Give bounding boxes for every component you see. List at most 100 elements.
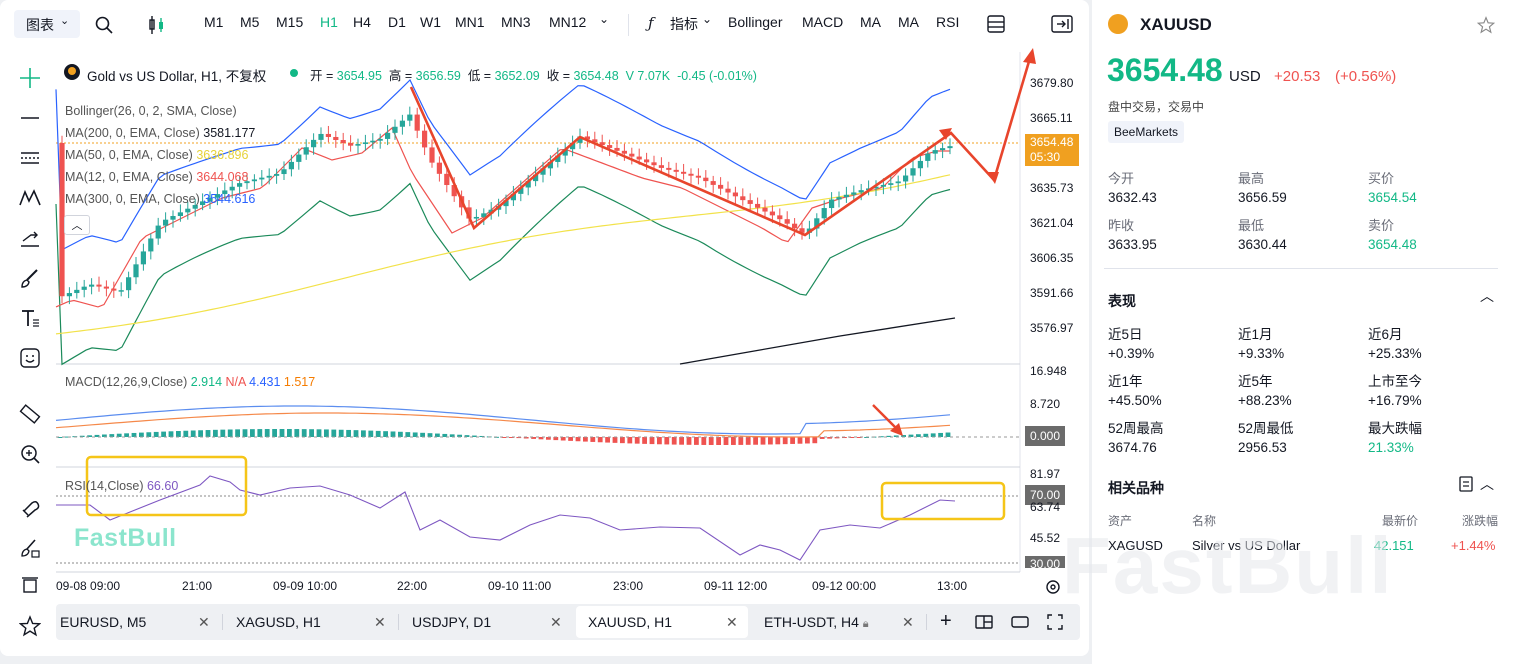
ma300-legend[interactable]: MA(300, 0, EMA, Close) 3544.616	[65, 192, 255, 206]
macd-bar	[812, 437, 818, 444]
related-row[interactable]: XAGUSD Silver vs US Dollar 42.151 +1.44%	[1092, 530, 1518, 560]
add-tab-icon[interactable]: +	[940, 610, 952, 632]
tab-divider	[926, 614, 927, 630]
timeframe-w1[interactable]: W1	[420, 14, 441, 30]
indicators-button[interactable]: 指标	[670, 16, 698, 32]
macd-bar	[553, 437, 559, 441]
indicator-macd-button[interactable]: MACD	[802, 14, 844, 30]
timeframe-m15[interactable]: M15	[276, 14, 304, 30]
ma12-legend[interactable]: MA(12, 0, EMA, Close) 3644.068	[65, 170, 248, 184]
macd-bar	[560, 437, 566, 441]
horizontal-lines-icon[interactable]	[14, 142, 46, 174]
bollinger-legend[interactable]: Bollinger(26, 0, 2, SMA, Close)	[65, 104, 237, 118]
macd-signal-line	[55, 412, 951, 438]
close-icon[interactable]: ✕	[550, 614, 562, 630]
macd-bar	[523, 437, 529, 439]
performance-cell: 52周最低 2956.53	[1238, 417, 1294, 455]
timeframe-d1[interactable]: D1	[388, 14, 406, 30]
related-collapse-icon[interactable]: ︿	[1480, 476, 1494, 492]
macd-bar	[316, 429, 322, 437]
layout-icon[interactable]	[986, 14, 1006, 34]
tab-eurusd[interactable]: EURUSD, M5 ✕	[56, 604, 220, 640]
timeframe-h1[interactable]: H1	[320, 14, 338, 30]
lock-drawings-icon[interactable]	[14, 532, 46, 564]
price-chart[interactable]	[0, 0, 1089, 600]
text-tool-icon[interactable]	[14, 302, 46, 334]
close-icon[interactable]: ✕	[374, 614, 386, 630]
macd-bar	[597, 437, 603, 443]
candles-icon[interactable]	[146, 14, 168, 36]
tab-usdjpy[interactable]: USDJPY, D1 ✕	[408, 604, 572, 640]
chart-panel: 图表 ⌄ M1 M5 M15 H1 H4 D1 W1 MN1 MN3 MN12 …	[0, 0, 1089, 656]
macd-bar	[908, 434, 914, 437]
timeframe-h4[interactable]: H4	[353, 14, 371, 30]
live-status-dot	[290, 69, 298, 77]
indicator-bollinger-button[interactable]: Bollinger	[728, 14, 783, 30]
timeframe-m1[interactable]: M1	[204, 14, 224, 30]
magnet-icon[interactable]	[14, 492, 46, 524]
chart-type-dropdown[interactable]: 图表 ⌄	[14, 10, 80, 38]
crosshair-icon[interactable]	[14, 62, 46, 94]
candle-body	[540, 168, 546, 175]
collapse-legend-button[interactable]: ︿	[64, 215, 90, 235]
projection-icon[interactable]	[14, 222, 46, 254]
fullscreen-icon[interactable]	[1047, 614, 1063, 630]
tab-eth-usdt[interactable]: ETH-USDT, H4 🔒︎ ✕	[756, 604, 920, 640]
document-icon[interactable]	[1458, 476, 1474, 492]
macd-legend[interactable]: MACD(12,26,9,Close) 2.914 N/A 4.431 1.51…	[65, 375, 315, 389]
timeframe-more-icon[interactable]: ⌄	[599, 12, 610, 26]
macd-bar	[945, 432, 951, 437]
candle-body	[629, 153, 635, 157]
rsi-legend[interactable]: RSI(14,Close) 66.60	[65, 479, 178, 493]
search-icon[interactable]	[94, 15, 114, 35]
window-icon[interactable]	[1011, 614, 1029, 630]
candle-body	[222, 190, 228, 195]
rsi-axis-label: 81.97	[1030, 467, 1061, 481]
favorite-star-icon[interactable]	[14, 610, 46, 642]
macd-bar	[664, 437, 670, 445]
zoom-in-icon[interactable]	[14, 438, 46, 470]
macd-bar	[235, 429, 240, 437]
performance-value: +16.79%	[1368, 393, 1422, 408]
annotation-arrowhead	[1023, 48, 1036, 64]
indicator-rsi-button[interactable]: RSI	[936, 14, 960, 30]
indicator-ma-button[interactable]: MA	[860, 14, 881, 30]
timeframe-mn1[interactable]: MN1	[455, 14, 485, 30]
performance-label: 52周最高	[1108, 421, 1164, 436]
chart-settings-icon[interactable]	[1044, 578, 1062, 596]
close-icon[interactable]: ✕	[902, 614, 914, 630]
candle-body	[148, 238, 154, 252]
close-icon[interactable]: ✕	[198, 614, 210, 630]
trash-icon[interactable]	[14, 572, 46, 594]
candle-body	[481, 213, 487, 217]
macd-bar	[568, 437, 573, 441]
close-icon[interactable]: ✕	[726, 614, 738, 630]
price-axis-label: 3591.66	[1030, 286, 1074, 300]
timeframe-mn12[interactable]: MN12	[549, 14, 587, 30]
tab-xauusd[interactable]: XAUUSD, H1 ✕	[576, 606, 748, 638]
function-icon[interactable]: ƒ	[648, 14, 654, 32]
collapse-panel-icon[interactable]	[1051, 14, 1073, 34]
macd-bar	[546, 437, 551, 440]
trend-line-icon[interactable]	[14, 102, 46, 134]
tab-xagusd[interactable]: XAGUSD, H1 ✕	[232, 604, 396, 640]
candle-body	[518, 187, 524, 194]
timeframe-mn3[interactable]: MN3	[501, 14, 531, 30]
performance-value: +45.50%	[1108, 393, 1162, 408]
emoji-icon[interactable]	[14, 342, 46, 374]
macd-bar	[198, 430, 203, 437]
split-layout-icon[interactable]	[975, 614, 993, 630]
performance-value: +9.33%	[1238, 346, 1285, 361]
performance-collapse-icon[interactable]: ︿	[1480, 288, 1494, 304]
brush-icon[interactable]	[14, 262, 46, 294]
ruler-icon[interactable]	[14, 398, 46, 430]
ma200-legend[interactable]: MA(200, 0, EMA, Close) 3581.177	[65, 126, 255, 140]
annotation-arrow-line	[992, 57, 1032, 181]
candle-body	[910, 168, 916, 176]
ma50-legend[interactable]: MA(50, 0, EMA, Close) 3636.896	[65, 148, 248, 162]
timeframe-m5[interactable]: M5	[240, 14, 260, 30]
watchlist-star-icon[interactable]	[1477, 16, 1495, 34]
pattern-icon[interactable]	[14, 182, 46, 214]
indicator-ma-button-2[interactable]: MA	[898, 14, 919, 30]
macd-bar	[805, 437, 810, 444]
